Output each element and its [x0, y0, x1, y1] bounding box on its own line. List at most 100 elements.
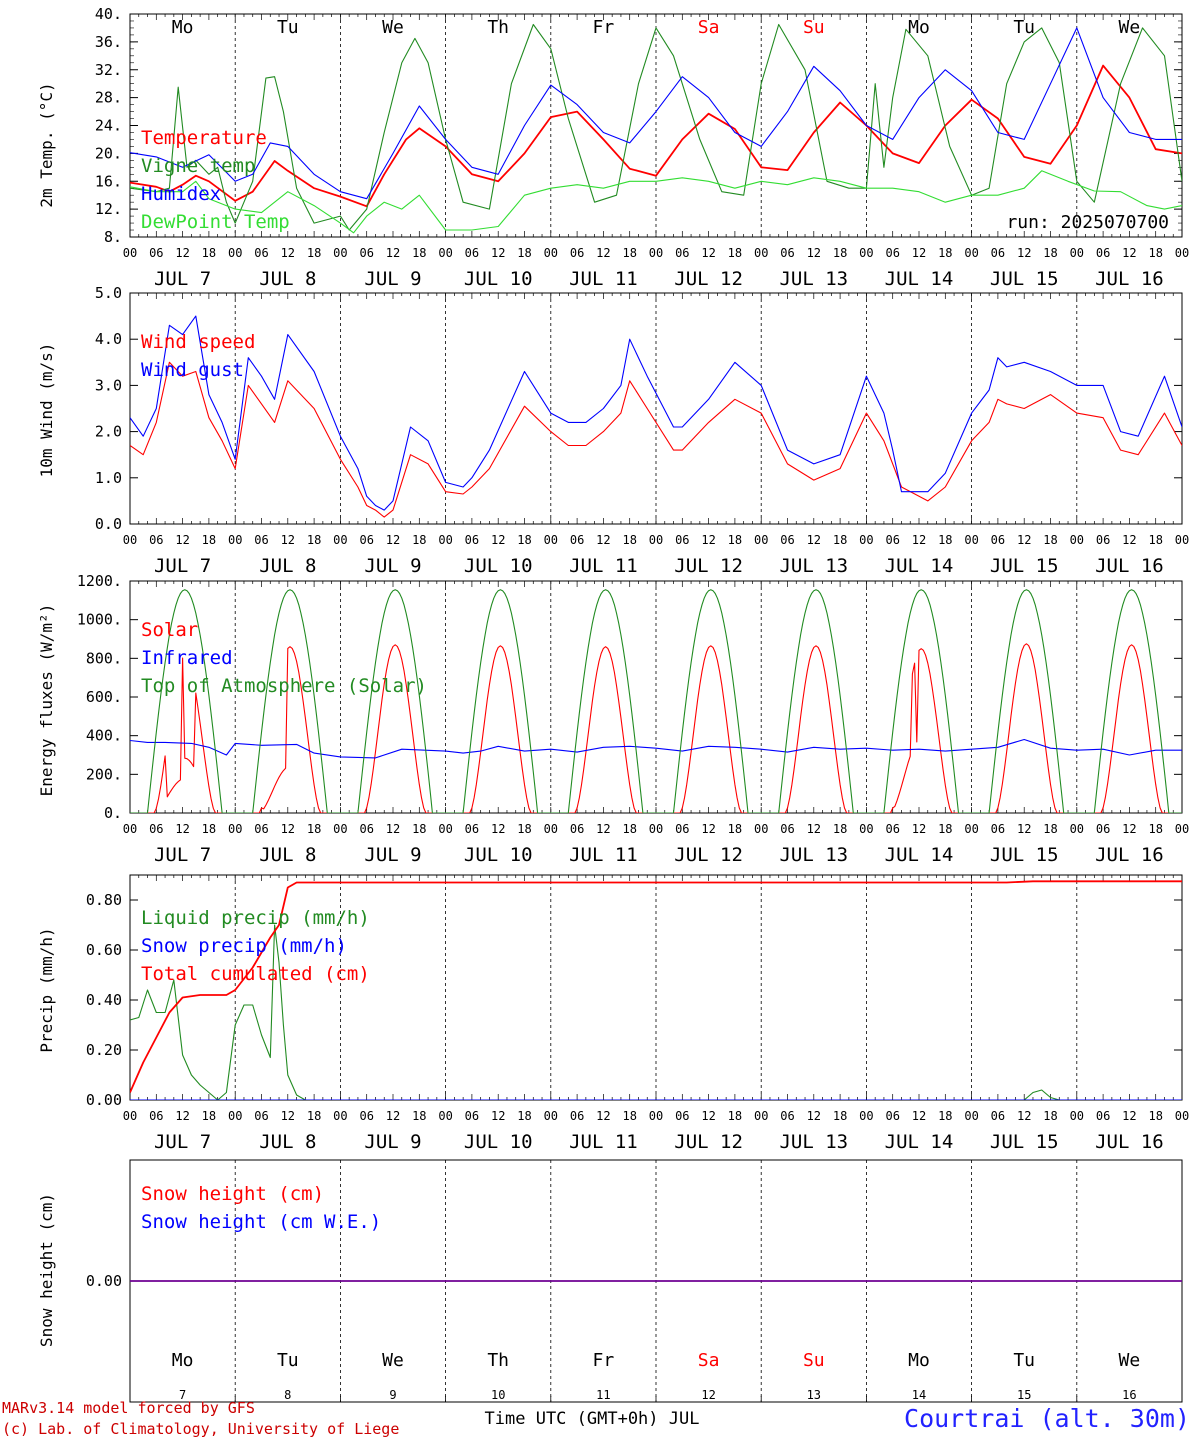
hour-tick-label: 06 [1096, 822, 1110, 836]
day-number-label: 11 [596, 1388, 610, 1402]
weekday-label: We [382, 17, 404, 38]
hour-tick-label: 18 [1148, 1109, 1162, 1123]
y-tick-label: 12. [95, 200, 122, 218]
date-label: JUL 14 [885, 268, 954, 290]
hour-tick-label: 00 [1175, 1109, 1189, 1123]
legend-entry: Liquid precip (mm/h) [141, 907, 370, 929]
hour-tick-label: 18 [728, 533, 742, 547]
hour-tick-label: 00 [859, 533, 873, 547]
hour-tick-label: 06 [359, 1109, 373, 1123]
y-tick-label: 400. [86, 727, 122, 745]
hour-tick-label: 12 [1017, 533, 1031, 547]
hour-tick-label: 00 [964, 1109, 978, 1123]
hour-tick-label: 12 [175, 246, 189, 260]
hour-tick-label: 00 [123, 1109, 137, 1123]
hour-tick-label: 12 [912, 533, 926, 547]
date-label: JUL 10 [464, 1131, 533, 1153]
date-label: JUL 15 [990, 1131, 1059, 1153]
hour-tick-label: 18 [412, 1109, 426, 1123]
hour-tick-label: 18 [1043, 1109, 1057, 1123]
hour-tick-label: 18 [833, 246, 847, 260]
hour-tick-label: 00 [544, 533, 558, 547]
legend-entry: Humidex [141, 183, 221, 205]
date-label: JUL 13 [779, 844, 848, 866]
hour-tick-label: 06 [885, 246, 899, 260]
hour-tick-label: 00 [754, 1109, 768, 1123]
day-number-label: 10 [491, 1388, 505, 1402]
day-number-label: 16 [1122, 1388, 1136, 1402]
legend-entry: Solar [141, 619, 198, 641]
hour-tick-label: 12 [596, 822, 610, 836]
hour-tick-label: 00 [438, 533, 452, 547]
hour-tick-label: 12 [807, 1109, 821, 1123]
y-tick-label: 0.00 [86, 1272, 122, 1290]
hour-tick-label: 06 [885, 1109, 899, 1123]
hour-tick-label: 12 [386, 822, 400, 836]
date-label: JUL 11 [569, 555, 638, 577]
date-label: JUL 13 [779, 555, 848, 577]
hour-tick-label: 18 [833, 1109, 847, 1123]
hour-tick-label: 06 [149, 822, 163, 836]
hour-tick-label: 00 [123, 533, 137, 547]
series-line-dewpoint-temp [130, 170, 1182, 234]
hour-tick-label: 06 [1096, 533, 1110, 547]
date-label: JUL 16 [1095, 844, 1164, 866]
date-label: JUL 9 [364, 1131, 421, 1153]
hour-tick-label: 12 [281, 533, 295, 547]
hour-tick-label: 18 [307, 246, 321, 260]
hour-tick-label: 12 [1017, 1109, 1031, 1123]
weekday-label: Th [487, 17, 509, 38]
hour-tick-label: 06 [465, 533, 479, 547]
hour-tick-label: 06 [254, 822, 268, 836]
hour-tick-label: 18 [517, 533, 531, 547]
hour-tick-label: 00 [649, 1109, 663, 1123]
weekday-label: Sa [698, 17, 720, 38]
hour-tick-label: 18 [412, 246, 426, 260]
panel-3: 0. 200. 400. 600. 800. 1000. 1200. Energy fluxe… [37, 572, 1189, 866]
hour-tick-label: 12 [1122, 822, 1136, 836]
hour-tick-label: 18 [412, 822, 426, 836]
y-tick-label: 0.60 [86, 941, 122, 959]
hour-tick-label: 06 [780, 1109, 794, 1123]
hour-tick-label: 00 [859, 246, 873, 260]
hour-tick-label: 00 [964, 533, 978, 547]
meteogram-footer: MARv3.14 model forced by GFS (c) Lab. of… [2, 1399, 1190, 1438]
hour-tick-label: 06 [254, 1109, 268, 1123]
weekday-label: Mo [908, 17, 930, 38]
weekday-label: Th [487, 1350, 509, 1371]
plot-frame [129, 13, 1183, 238]
hour-tick-label: 06 [149, 533, 163, 547]
hour-tick-label: 00 [544, 246, 558, 260]
day-number-label: 14 [912, 1388, 926, 1402]
hour-tick-label: 18 [938, 1109, 952, 1123]
hour-tick-label: 18 [202, 246, 216, 260]
date-label: JUL 8 [259, 844, 316, 866]
hour-tick-label: 18 [1148, 533, 1162, 547]
series-line-total-cumulated-cm- [130, 880, 1182, 1093]
hour-tick-label: 06 [465, 822, 479, 836]
weekday-label: Mo [908, 1350, 930, 1371]
hour-tick-label: 18 [307, 822, 321, 836]
hour-tick-label: 18 [202, 533, 216, 547]
hour-tick-label: 06 [675, 533, 689, 547]
hour-tick-label: 00 [649, 246, 663, 260]
hour-tick-label: 00 [123, 246, 137, 260]
date-label: JUL 16 [1095, 555, 1164, 577]
hour-tick-label: 06 [359, 533, 373, 547]
hour-tick-label: 18 [517, 822, 531, 836]
weekday-label: Mo [172, 17, 194, 38]
y-tick-label: 2.0 [95, 423, 122, 441]
legend-entry: DewPoint Temp [141, 211, 290, 233]
hour-tick-label: 12 [1017, 246, 1031, 260]
legend-entry: Wind speed [141, 331, 255, 353]
hour-tick-label: 06 [570, 246, 584, 260]
legend-entry: Snow precip (mm/h) [141, 935, 347, 957]
legend-entry: Top of Atmosphere (Solar) [141, 675, 427, 697]
hour-tick-label: 12 [281, 246, 295, 260]
hour-tick-label: 18 [1043, 533, 1057, 547]
hour-tick-label: 00 [333, 533, 347, 547]
hour-tick-label: 12 [807, 246, 821, 260]
hour-tick-label: 00 [1070, 822, 1084, 836]
hour-tick-label: 00 [649, 822, 663, 836]
